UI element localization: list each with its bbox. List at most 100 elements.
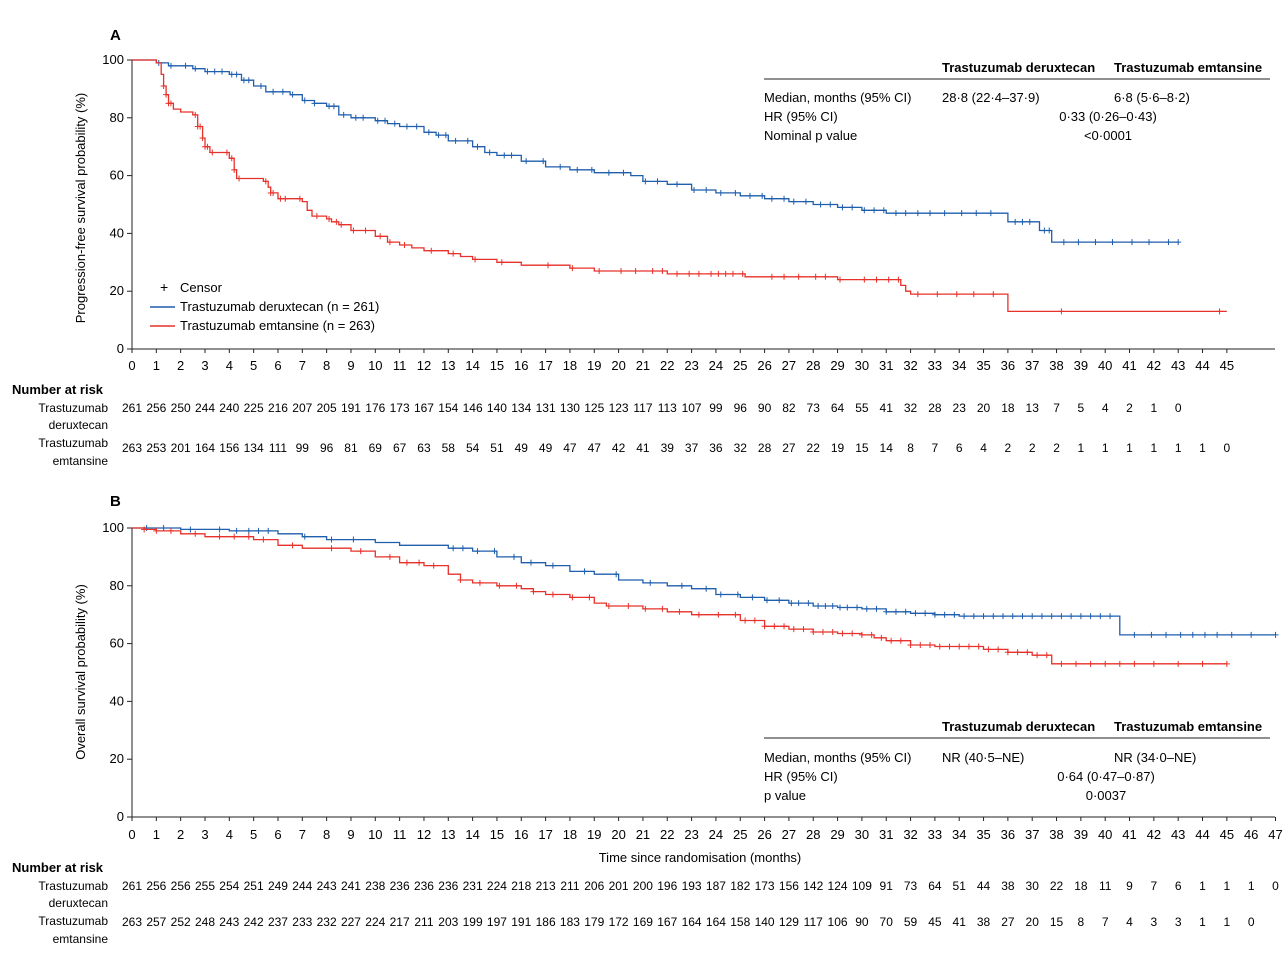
x-tick-label: 14 — [465, 358, 479, 373]
emtansine-censor-mark — [927, 642, 934, 649]
inset-a-row2-value: 0·33 (0·26–0·43) — [1059, 109, 1157, 124]
y-tick-label: 0 — [117, 341, 124, 356]
emtansine-censor-mark — [868, 631, 875, 638]
risk-emtansine-value: 41 — [953, 915, 967, 929]
emtansine-censor-mark — [795, 273, 802, 280]
inset-a-header-emtansine: Trastuzumab emtansine — [1114, 60, 1262, 75]
emtansine-censor-mark — [1150, 660, 1157, 667]
deruxtecan-censor-mark — [1038, 613, 1045, 620]
emtansine-censor-mark — [632, 267, 639, 274]
deruxtecan-censor-mark — [922, 610, 929, 617]
x-tick-label: 21 — [636, 358, 650, 373]
deruxtecan-censor-mark — [768, 195, 775, 202]
emtansine-censor-mark — [328, 545, 335, 552]
deruxtecan-censor-mark — [837, 604, 844, 611]
emtansine-censor-mark — [861, 276, 868, 283]
emtansine-censor-mark — [970, 291, 977, 298]
risk-b-row2-label-line1: Trastuzumab — [38, 914, 108, 928]
x-tick-label: 30 — [855, 827, 869, 842]
risk-emtansine-value: 22 — [807, 441, 821, 455]
x-tick-label: 39 — [1074, 358, 1088, 373]
emtansine-censor-mark — [586, 594, 593, 601]
emtansine-censor-mark — [739, 270, 746, 277]
risk-deruxtecan-value: 261 — [122, 879, 142, 893]
risk-b-row1-label-line1: Trastuzumab — [38, 879, 108, 893]
deruxtecan-censor-mark — [1175, 239, 1182, 246]
y-tick-label: 100 — [102, 52, 124, 67]
emtansine-censor-mark — [819, 629, 826, 636]
x-tick-label: 36 — [1001, 827, 1015, 842]
x-tick-label: 13 — [441, 358, 455, 373]
emtansine-censor-mark — [192, 111, 199, 118]
deruxtecan-censor-mark — [871, 207, 878, 214]
emtansine-censor-mark — [362, 227, 369, 234]
emtansine-censor-mark — [673, 270, 680, 277]
emtansine-censor-mark — [1014, 649, 1021, 656]
risk-emtansine-value: 1 — [1078, 441, 1085, 455]
deruxtecan-censor-mark — [1029, 613, 1036, 620]
deruxtecan-censor-mark — [844, 604, 851, 611]
risk-emtansine-value: 4 — [980, 441, 987, 455]
risk-deruxtecan-value: 249 — [268, 879, 288, 893]
deruxtecan-censor-mark — [501, 152, 508, 159]
risk-emtansine-value: 90 — [855, 915, 869, 929]
emtansine-censor-mark — [197, 123, 204, 130]
inset-b-row3-label: p value — [764, 788, 806, 803]
deruxtecan-censor-mark — [703, 585, 710, 592]
deruxtecan-censor-mark — [613, 571, 620, 578]
risk-a-row2-label-line2: emtansine — [53, 454, 109, 468]
risk-deruxtecan-value: 4 — [1102, 401, 1109, 415]
x-tick-label: 43 — [1171, 827, 1185, 842]
x-tick-label: 36 — [1001, 358, 1015, 373]
deruxtecan-censor-mark — [160, 525, 167, 531]
deruxtecan-censor-mark — [450, 545, 457, 552]
risk-deruxtecan-value: 187 — [706, 879, 726, 893]
risk-deruxtecan-value: 167 — [414, 401, 434, 415]
emtansine-censor-mark — [457, 577, 464, 584]
risk-deruxtecan-value: 0 — [1272, 879, 1279, 893]
risk-emtansine-value: 63 — [417, 441, 431, 455]
risk-deruxtecan-value: 0 — [1175, 401, 1182, 415]
x-tick-label: 34 — [952, 358, 966, 373]
risk-emtansine-value: 39 — [661, 441, 675, 455]
deruxtecan-censor-mark — [1109, 239, 1116, 246]
x-tick-label: 40 — [1098, 358, 1112, 373]
emtansine-censor-mark — [450, 250, 457, 257]
panel-a-curves — [132, 59, 1227, 315]
risk-emtansine-value: 42 — [612, 441, 626, 455]
risk-deruxtecan-value: 201 — [609, 879, 629, 893]
risk-emtansine-value: 158 — [730, 915, 750, 929]
x-tick-label: 19 — [587, 827, 601, 842]
risk-deruxtecan-value: 1 — [1151, 401, 1158, 415]
inset-b-row2-label: HR (95% CI) — [764, 769, 838, 784]
emtansine-censor-mark — [914, 291, 921, 298]
risk-deruxtecan-value: 123 — [609, 401, 629, 415]
deruxtecan-censor-mark — [654, 178, 661, 185]
emtansine-censor-mark — [849, 630, 856, 637]
emtansine-censor-mark — [350, 227, 357, 234]
deruxtecan-censor-mark — [873, 605, 880, 612]
deruxtecan-censor-mark — [829, 603, 836, 610]
risk-deruxtecan-value: 22 — [1050, 879, 1064, 893]
deruxtecan-censor-mark — [647, 579, 654, 586]
risk-deruxtecan-value: 109 — [852, 879, 872, 893]
panel-b: B Overall survival probability (%) Time … — [12, 493, 1283, 946]
emtansine-censor-mark — [167, 527, 174, 534]
deruxtecan-censor-mark — [980, 613, 987, 620]
risk-deruxtecan-value: 44 — [977, 879, 991, 893]
risk-deruxtecan-value: 82 — [782, 401, 796, 415]
emtansine-censor-mark — [282, 195, 289, 202]
risk-emtansine-value: 19 — [831, 441, 845, 455]
emtansine-censor-mark — [1102, 660, 1109, 667]
x-tick-label: 22 — [660, 827, 674, 842]
x-tick-label: 33 — [928, 358, 942, 373]
deruxtecan-censor-mark — [892, 210, 899, 217]
panel-b-label: B — [110, 493, 121, 510]
risk-deruxtecan-value: 250 — [171, 401, 191, 415]
x-tick-label: 20 — [611, 358, 625, 373]
emtansine-censor-mark — [1073, 660, 1079, 667]
emtansine-censor-mark — [1199, 660, 1206, 667]
risk-emtansine-value: 183 — [560, 915, 580, 929]
risk-deruxtecan-value: 231 — [463, 879, 483, 893]
deruxtecan-censor-mark — [749, 594, 756, 601]
